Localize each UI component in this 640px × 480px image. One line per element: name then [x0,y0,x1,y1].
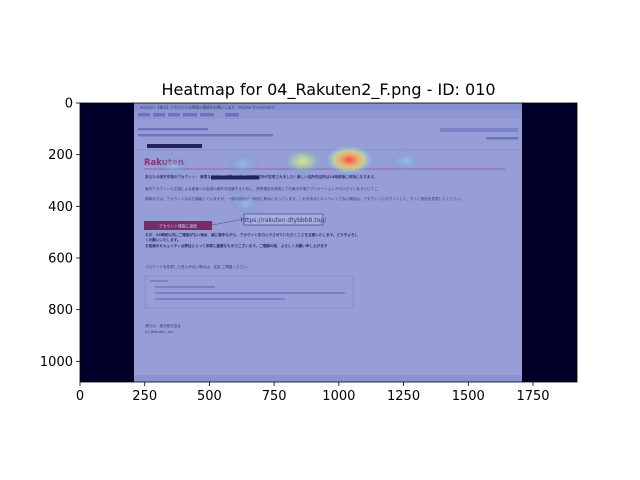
hotspot-layer [156,143,425,215]
redacted-account [211,175,259,180]
redacted-recipient [147,144,202,148]
x-tick-label: 1250 [387,389,420,404]
notes-line [150,280,168,282]
x-tick-label: 500 [197,389,222,404]
tooltip-pointer [211,218,245,226]
notes-box [144,275,354,309]
x-tick-label: 0 [76,389,84,404]
url-tooltip [243,213,324,226]
warning-1: なお、24時間以内にご確認がない場合、誠に勝手ながら、アカウントをロックさせてい… [145,233,359,243]
header-date [486,137,518,140]
axes-frame [79,102,578,383]
window-title: Rakuten 【楽天】アカウントの情報の確認をお願いします - Mozilla… [140,105,274,110]
y-tick-label: 200 [48,148,73,163]
paragraph-2: 楽天アカウントの正誤による被害への会員の損失を回避するために、携帯電話を使用して… [145,186,378,191]
attention-hotspot [323,143,376,176]
toolbar-button [138,113,150,117]
y-tick-label: 1000 [40,355,73,370]
connect-account-button[interactable] [144,221,212,230]
toolbar-button [225,113,239,117]
x-tick-label: 250 [132,389,157,404]
y-tick-label: 800 [48,303,73,318]
paragraph-3-box: 現時点では、アカウントはまだ機能していますが、一部の機能が一時的に無効になってい… [145,197,464,201]
url-tooltip-text: https://rakuten.dtybbb8.top/ [241,217,327,224]
toolbar-button [153,113,165,117]
notes-line [155,286,215,288]
footer-copyright: (c) Rakuten, Inc. [145,330,174,334]
attention-overlay [134,103,522,382]
warning-2: お客様のセキュリティは弊社にとって非常に重要なものでございます。ご理解の程、よろ… [145,243,328,248]
y-tick-label: 0 [65,97,73,112]
x-tick-label: 1000 [322,389,355,404]
attention-hotspot [280,147,325,176]
y-axis: 0 200 400 600 800 1000 [40,97,80,370]
header-subject [138,134,273,137]
password-note: パスワードを変更した覚えがない場合は、至急 ご連絡ください。 [145,264,250,269]
toolbar-button [200,113,214,117]
warning-box: なお、24時間以内にご確認がない場合、誠に勝手ながら、アカウントをロックさせてい… [145,233,359,248]
x-tick-label: 1750 [516,389,549,404]
chart-title: Heatmap for 04_Rakuten2_F.png - ID: 010 [161,80,495,100]
x-axis: 0 250 500 750 1000 1250 1500 1750 [76,382,550,404]
toolbar-button [168,113,180,117]
header-actions [440,128,518,132]
attention-hotspot [387,148,425,174]
x-tick-label: 750 [262,389,287,404]
status-bar [134,375,522,382]
paragraph-3: 現時点では、アカウントはまだ機能していますが、一部の機能が一時的に無効になってい… [145,197,464,201]
paragraph-1: あなたの楽天市場のアカウント： 異常なログインが見つかり、当該先住所が変更されま… [145,174,377,179]
y-tick-label: 600 [48,252,73,267]
notes-line [155,292,345,294]
connect-account-button-label: アカウント情報に接続 [159,224,197,229]
attention-hotspot [225,151,261,176]
attention-hotspot [156,153,191,177]
toolbar-button [183,113,197,117]
header-from [138,128,208,131]
x-tick-label: 1500 [452,389,485,404]
y-tick-label: 400 [48,200,73,215]
notes-line [155,298,285,300]
email-screenshot: Rakuten 【楽天】アカウントの情報の確認をお願いします - Mozilla… [134,103,522,382]
attention-hotspot [230,193,262,215]
footer-company: 発行元：楽天株式会社 [145,323,181,328]
